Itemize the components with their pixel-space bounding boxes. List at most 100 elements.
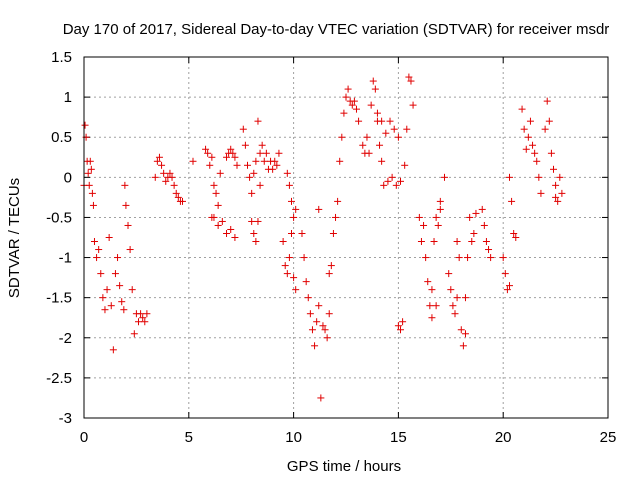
data-point bbox=[441, 173, 449, 181]
data-point bbox=[533, 157, 541, 165]
data-point bbox=[480, 221, 488, 229]
data-point bbox=[482, 238, 490, 246]
x-tick-label: 15 bbox=[390, 429, 407, 446]
data-point bbox=[558, 189, 566, 197]
data-point bbox=[290, 274, 298, 282]
data-point bbox=[323, 334, 331, 342]
grid bbox=[84, 57, 608, 418]
data-point bbox=[172, 189, 180, 197]
data-point bbox=[120, 306, 128, 314]
data-point bbox=[141, 318, 149, 326]
data-point bbox=[432, 302, 440, 310]
data-point bbox=[256, 149, 264, 157]
data-point bbox=[302, 278, 310, 286]
data-point bbox=[464, 254, 472, 262]
data-point bbox=[285, 254, 293, 262]
data-point bbox=[510, 229, 518, 237]
data-point bbox=[420, 221, 428, 229]
data-point bbox=[174, 193, 182, 201]
data-point bbox=[86, 157, 94, 165]
data-point bbox=[344, 85, 352, 93]
data-point bbox=[401, 161, 409, 169]
data-point bbox=[124, 221, 132, 229]
y-tick-label: -0.5 bbox=[46, 209, 72, 226]
data-point bbox=[394, 133, 402, 141]
data-point bbox=[430, 238, 438, 246]
data-point bbox=[432, 213, 440, 221]
data-point bbox=[363, 133, 371, 141]
data-point bbox=[405, 73, 413, 81]
data-point bbox=[541, 125, 549, 133]
data-point bbox=[109, 346, 117, 354]
data-point bbox=[505, 282, 513, 290]
data-point bbox=[512, 234, 520, 241]
data-point bbox=[114, 254, 122, 262]
data-point bbox=[227, 225, 235, 233]
data-point bbox=[334, 197, 342, 205]
data-point bbox=[300, 254, 308, 262]
data-point bbox=[227, 145, 235, 153]
data-point bbox=[308, 326, 316, 334]
data-point bbox=[223, 229, 231, 237]
data-point bbox=[422, 254, 430, 262]
data-point bbox=[350, 97, 358, 105]
data-point bbox=[415, 213, 423, 221]
data-point bbox=[396, 177, 404, 185]
data-point bbox=[336, 157, 344, 165]
data-point bbox=[231, 153, 239, 161]
data-point bbox=[378, 117, 386, 125]
data-point bbox=[210, 181, 218, 189]
data-point bbox=[143, 310, 151, 318]
data-point bbox=[260, 157, 268, 165]
data-point bbox=[311, 342, 319, 350]
data-point bbox=[84, 169, 92, 177]
y-tick-label: 1 bbox=[64, 89, 72, 106]
data-point bbox=[537, 189, 545, 197]
data-point bbox=[535, 173, 543, 181]
data-point bbox=[206, 161, 214, 169]
x-tick-label: 0 bbox=[80, 429, 88, 446]
data-point bbox=[526, 117, 534, 125]
y-tick-label: 1.5 bbox=[51, 49, 72, 66]
data-point bbox=[168, 173, 176, 181]
data-point bbox=[233, 161, 241, 169]
chart-title: Day 170 of 2017, Sidereal Day-to-day VTE… bbox=[63, 21, 610, 38]
data-point bbox=[529, 141, 537, 149]
data-point bbox=[445, 270, 453, 278]
y-tick-label: -3 bbox=[59, 410, 72, 427]
data-point bbox=[81, 121, 89, 129]
data-point bbox=[352, 105, 360, 113]
data-point bbox=[365, 149, 373, 157]
data-point bbox=[134, 318, 142, 326]
data-point bbox=[137, 310, 145, 318]
data-point bbox=[550, 165, 558, 173]
data-point bbox=[189, 157, 197, 165]
data-point bbox=[97, 270, 105, 278]
data-point bbox=[288, 229, 296, 237]
data-point bbox=[216, 169, 224, 177]
data-point bbox=[210, 213, 218, 221]
data-point bbox=[179, 197, 187, 205]
data-point bbox=[373, 109, 381, 117]
data-point bbox=[543, 97, 551, 105]
data-point bbox=[241, 141, 249, 149]
data-point bbox=[285, 181, 293, 189]
data-point bbox=[317, 394, 325, 402]
data-point bbox=[93, 254, 101, 262]
data-point bbox=[292, 286, 300, 294]
data-point bbox=[386, 117, 394, 125]
data-point bbox=[508, 197, 516, 205]
data-point bbox=[158, 161, 166, 169]
y-tick-labels: 1.5 1 0.5 0 -0.5 -1 -1.5 -2 -2.5 -3 bbox=[46, 49, 72, 427]
data-point bbox=[518, 105, 526, 113]
data-point bbox=[283, 270, 291, 278]
data-point bbox=[499, 254, 507, 262]
data-point bbox=[468, 238, 476, 246]
data-point bbox=[90, 238, 98, 246]
data-point bbox=[262, 149, 270, 157]
data-point bbox=[327, 262, 335, 270]
data-point bbox=[99, 294, 107, 302]
data-point bbox=[436, 197, 444, 205]
data-point bbox=[246, 173, 254, 181]
